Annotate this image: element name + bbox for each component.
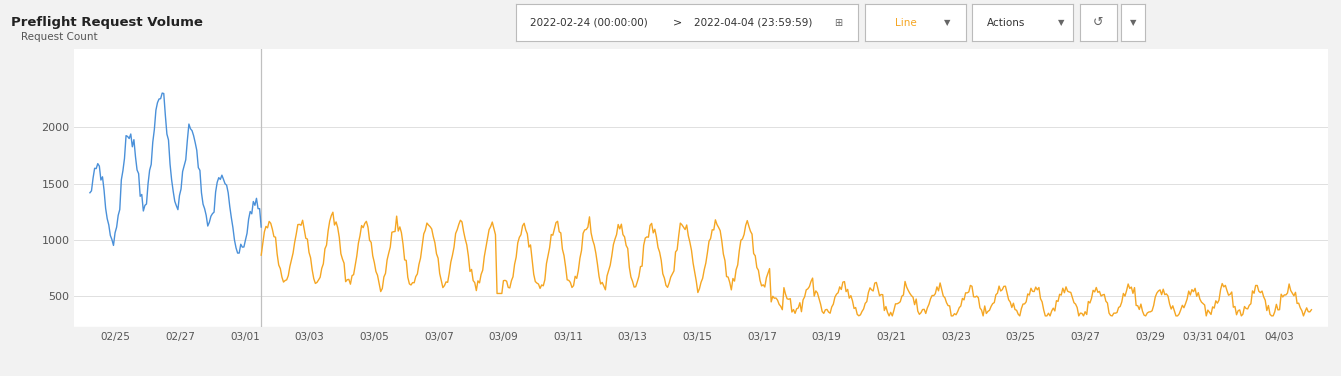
Text: >: > (672, 18, 681, 27)
Text: ▼: ▼ (944, 18, 951, 27)
Text: Line: Line (896, 18, 917, 27)
Text: Preflight Request Volume: Preflight Request Volume (11, 16, 202, 29)
Text: ⊞: ⊞ (834, 18, 842, 27)
Text: ↺: ↺ (1093, 16, 1104, 29)
Text: 2022-02-24 (00:00:00): 2022-02-24 (00:00:00) (530, 18, 648, 27)
Text: 2022-04-04 (23:59:59): 2022-04-04 (23:59:59) (695, 18, 813, 27)
Text: Request Count: Request Count (21, 32, 98, 42)
Text: Actions: Actions (987, 18, 1026, 27)
Text: ▼: ▼ (1058, 18, 1063, 27)
Text: ▼: ▼ (1130, 18, 1136, 27)
